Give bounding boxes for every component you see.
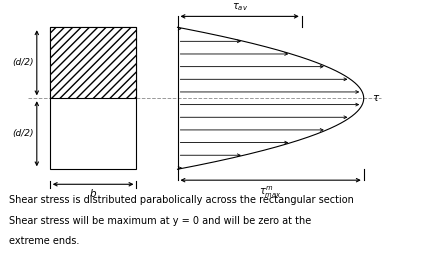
Bar xyxy=(50,27,136,169)
Text: extreme ends.: extreme ends. xyxy=(9,236,79,246)
Text: $\tau_{max}^{m}$: $\tau_{max}^{m}$ xyxy=(259,184,282,200)
Text: Shear stress is distributed parabolically across the rectangular section: Shear stress is distributed parabolicall… xyxy=(9,195,353,205)
Text: (d/2): (d/2) xyxy=(12,58,33,67)
Text: Shear stress will be maximum at y = 0 and will be zero at the: Shear stress will be maximum at y = 0 an… xyxy=(9,216,311,226)
Text: $\tau$: $\tau$ xyxy=(372,93,381,103)
Text: b: b xyxy=(90,189,97,199)
Text: $\tau_{av}$: $\tau_{av}$ xyxy=(232,1,248,13)
Text: (d/2): (d/2) xyxy=(12,129,33,138)
Bar xyxy=(50,27,136,98)
